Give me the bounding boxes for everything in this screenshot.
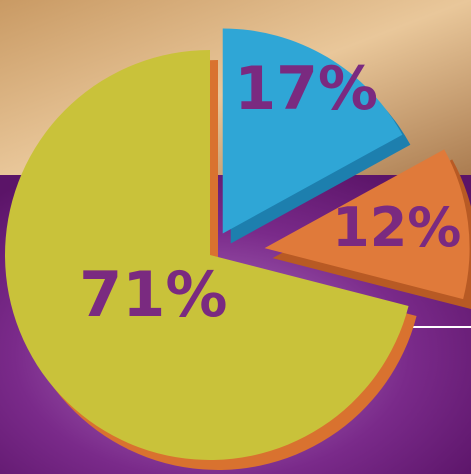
slice <box>4 50 409 460</box>
pie: 17% 12% 71% <box>4 28 471 470</box>
data-label: 17% <box>234 54 378 124</box>
data-label: 12% <box>332 196 461 259</box>
slice <box>264 149 470 300</box>
slice <box>222 28 403 234</box>
data-label: 71% <box>79 258 227 331</box>
